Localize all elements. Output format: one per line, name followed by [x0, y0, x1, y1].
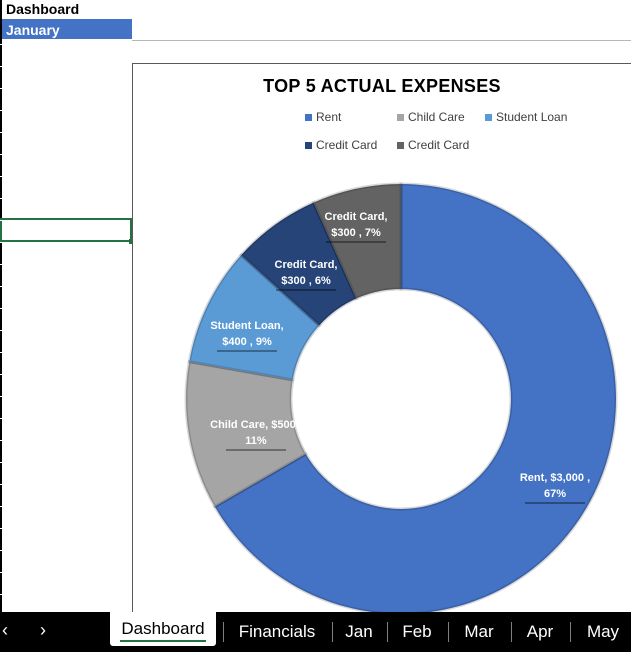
tab-separator — [332, 622, 333, 642]
selected-cell[interactable] — [0, 218, 132, 242]
row-header-border — [0, 0, 2, 612]
legend-swatch — [305, 114, 312, 122]
data-label-underline — [525, 502, 585, 504]
legend-swatch — [397, 114, 404, 122]
row-divider — [0, 330, 4, 331]
chart-title: TOP 5 ACTUAL EXPENSES — [263, 76, 501, 96]
tab-label: Dashboard — [121, 619, 205, 638]
tab-may[interactable]: May — [586, 622, 620, 641]
legend-item: Credit Card — [397, 138, 469, 152]
data-label-line: Rent, $3,000 , — [520, 472, 590, 484]
row-divider — [0, 484, 4, 485]
row-divider — [0, 352, 4, 353]
row-divider — [0, 550, 4, 551]
tab-separator — [223, 622, 224, 642]
data-label-line: Student Loan, — [210, 320, 283, 332]
tab-feb[interactable]: Feb — [402, 622, 432, 641]
cell-gridline — [132, 40, 631, 41]
row-divider — [0, 418, 4, 419]
legend-item: Credit Card — [305, 138, 377, 152]
row-divider — [0, 198, 4, 199]
data-label-line: 67% — [544, 488, 566, 500]
row-divider — [0, 220, 4, 221]
row-divider — [0, 286, 4, 287]
legend-item: Child Care — [397, 110, 465, 124]
row-divider — [0, 66, 4, 67]
row-divider — [0, 440, 4, 441]
row-divider — [0, 462, 4, 463]
legend-label: Student Loan — [496, 110, 568, 124]
next-sheet-icon[interactable]: › — [40, 620, 46, 640]
row-divider — [0, 132, 4, 133]
data-label: Credit Card, $300 , 7% — [325, 211, 388, 243]
row-divider — [0, 594, 4, 595]
row-divider — [0, 308, 4, 309]
prev-sheet-icon[interactable]: ‹ — [2, 620, 8, 640]
month-cell[interactable]: January — [2, 19, 132, 39]
data-label-text: Credit Card, $300 , 6% — [275, 259, 338, 287]
data-label: Child Care, $500 , 11% — [210, 419, 302, 451]
chart-area[interactable]: TOP 5 ACTUAL EXPENSES Rent Child Care Stud… — [132, 63, 631, 612]
legend-swatch — [397, 142, 404, 150]
fill-handle[interactable] — [129, 239, 134, 244]
legend-label: Credit Card — [316, 138, 378, 152]
row-divider — [0, 528, 4, 529]
legend-label: Credit Card — [408, 138, 470, 152]
data-label-line: Credit Card, — [325, 211, 388, 223]
data-label-underline — [276, 289, 336, 291]
tab-mar[interactable]: Mar — [464, 622, 494, 641]
data-label-line: Child Care, $500 , — [210, 419, 302, 431]
data-label: Rent, $3,000 , 67% — [520, 472, 590, 504]
data-label-line: $300 , 6% — [281, 275, 331, 287]
row-divider — [0, 374, 4, 375]
row-divider — [0, 176, 4, 177]
active-tab-indicator — [120, 640, 206, 642]
data-label-underline — [217, 350, 277, 352]
tab-financials[interactable]: Financials — [238, 622, 316, 641]
legend-label: Child Care — [408, 110, 465, 124]
data-label-text: Credit Card, $300 , 7% — [325, 211, 388, 239]
tab-dashboard[interactable]: Dashboard — [110, 612, 216, 646]
donut-slice[interactable] — [212, 182, 618, 612]
data-label: Student Loan, $400 , 9% — [210, 320, 284, 352]
donut-chart: Rent, $3,000 , 67% Child Care, $500 , 11% St… — [184, 182, 618, 612]
legend-item: Rent — [305, 110, 341, 124]
tab-separator — [448, 622, 449, 642]
legend-label: Rent — [316, 110, 342, 124]
data-label-line: Credit Card, — [275, 259, 338, 271]
row-divider — [0, 506, 4, 507]
data-label-text: Student Loan, $400 , 9% — [210, 320, 283, 348]
tab-separator — [387, 622, 388, 642]
data-label-underline — [326, 241, 386, 243]
legend-swatch — [305, 142, 312, 150]
sheet-tab-bar: ‹ › Dashboard Financials Jan Feb Mar Apr… — [0, 612, 631, 652]
data-label-line: 11% — [245, 435, 267, 447]
row-divider — [0, 396, 4, 397]
legend-swatch — [485, 114, 492, 122]
legend-item: Student Loan — [485, 110, 567, 124]
data-label-text: Child Care, $500 , 11% — [210, 419, 302, 447]
data-label-line: $300 , 7% — [331, 227, 381, 239]
row-divider — [0, 264, 4, 265]
data-label-line: $400 , 9% — [222, 336, 272, 348]
row-divider — [0, 572, 4, 573]
row-divider — [0, 88, 4, 89]
tab-jan[interactable]: Jan — [345, 622, 373, 641]
row-divider — [0, 44, 4, 45]
row-divider — [0, 154, 4, 155]
tab-separator — [511, 622, 512, 642]
data-label-underline — [226, 449, 286, 451]
data-label: Credit Card, $300 , 6% — [275, 259, 338, 291]
donut-slice[interactable] — [311, 182, 403, 301]
donut-slice[interactable] — [184, 359, 308, 509]
row-divider — [0, 242, 4, 243]
data-label-text: Rent, $3,000 , 67% — [520, 472, 590, 500]
tab-apr[interactable]: Apr — [526, 622, 554, 641]
sheet-title-cell[interactable]: Dashboard — [6, 1, 80, 17]
row-divider — [0, 110, 4, 111]
tab-separator — [570, 622, 571, 642]
